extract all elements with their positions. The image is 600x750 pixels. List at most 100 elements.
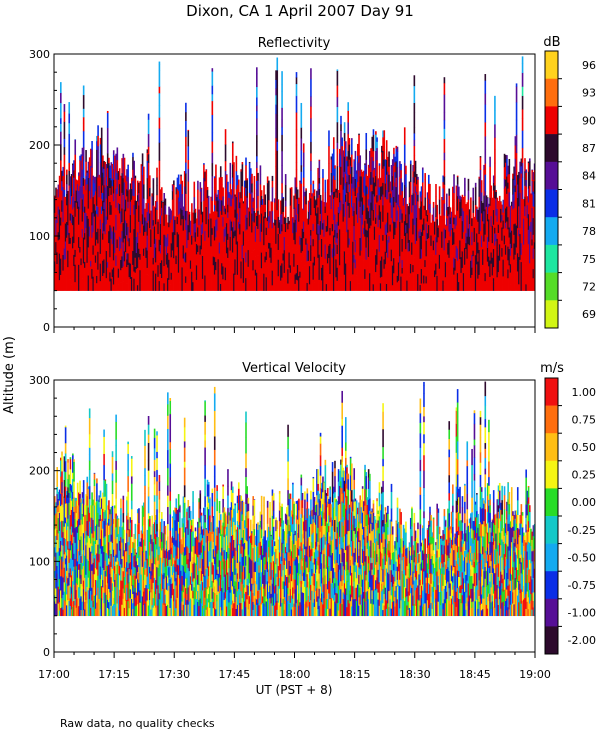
heatmap-cell: [135, 236, 138, 254]
heatmap-cell: [450, 229, 453, 245]
heatmap-cell: [157, 239, 160, 250]
heatmap-cell: [337, 245, 340, 260]
heatmap-cell: [460, 196, 463, 200]
heatmap-cell: [236, 201, 239, 214]
heatmap-cell: [269, 235, 271, 244]
heatmap-cell: [84, 267, 86, 275]
heatmap-cell: [415, 201, 418, 210]
heatmap-cell: [170, 226, 173, 244]
heatmap-cell: [288, 252, 291, 268]
heatmap-cell: [182, 258, 185, 265]
heatmap-cell: [461, 220, 464, 239]
heatmap-cell: [185, 173, 187, 181]
heatmap-cell: [361, 171, 364, 182]
heatmap-cell: [76, 520, 79, 527]
heatmap-cell: [421, 274, 424, 291]
heatmap-cell: [123, 196, 126, 210]
heatmap-cell: [179, 184, 181, 185]
heatmap-cell: [371, 172, 374, 185]
heatmap-cell: [106, 582, 109, 600]
heatmap-cell: [418, 283, 420, 291]
heatmap-cell: [100, 508, 103, 519]
heatmap-cell: [111, 221, 114, 232]
heatmap-cell: [247, 249, 250, 267]
heatmap-cell: [106, 192, 109, 211]
heatmap-cell: [57, 277, 60, 291]
heatmap-cell: [215, 200, 217, 208]
heatmap-cell: [294, 267, 297, 275]
heatmap-cell: [229, 250, 232, 262]
heatmap-cell: [228, 206, 230, 215]
heatmap-cell: [230, 221, 233, 231]
heatmap-cell: [492, 235, 495, 250]
heatmap-cell: [247, 266, 250, 275]
heatmap-cell: [187, 129, 190, 131]
heatmap-cell: [341, 247, 343, 257]
heatmap-cell: [197, 207, 199, 217]
heatmap-cell: [203, 164, 205, 179]
heatmap-cell: [58, 512, 61, 531]
heatmap-cell: [474, 230, 477, 244]
heatmap-cell: [372, 233, 375, 252]
heatmap-cell: [61, 229, 63, 236]
heatmap-cell: [169, 255, 172, 271]
heatmap-cell: [105, 552, 108, 566]
heatmap-cell: [345, 201, 347, 215]
heatmap-cell: [453, 199, 455, 218]
heatmap-cell: [508, 164, 511, 175]
heatmap-cell: [82, 130, 85, 148]
heatmap-cell: [441, 263, 443, 280]
heatmap-cell: [92, 276, 95, 291]
heatmap-cell: [62, 594, 65, 610]
heatmap-cell: [191, 276, 193, 291]
heatmap-cell: [478, 274, 481, 291]
heatmap-cell: [357, 210, 359, 223]
heatmap-cell: [97, 544, 99, 561]
heatmap-cell: [316, 277, 318, 291]
heatmap-cell: [449, 217, 452, 224]
heatmap-cell: [334, 179, 336, 192]
heatmap-cell: [179, 255, 181, 262]
heatmap-cell: [199, 262, 202, 276]
heatmap-cell: [413, 155, 416, 172]
heatmap-cell: [281, 252, 283, 264]
heatmap-cell: [532, 206, 535, 219]
heatmap-cell: [532, 258, 535, 270]
heatmap-cell: [227, 191, 229, 205]
heatmap-cell: [98, 598, 101, 617]
heatmap-cell: [366, 186, 369, 195]
heatmap-cell: [73, 273, 75, 284]
heatmap-cell: [130, 598, 133, 617]
heatmap-cell: [233, 221, 235, 232]
heatmap-cell: [330, 250, 333, 261]
heatmap-cell: [305, 255, 307, 264]
heatmap-cell: [420, 248, 423, 259]
heatmap-cell: [66, 281, 68, 291]
heatmap-cell: [224, 245, 227, 253]
heatmap-cell: [322, 229, 324, 240]
heatmap-cell: [402, 236, 405, 255]
heatmap-cell: [100, 229, 103, 242]
heatmap-cell: [268, 192, 270, 201]
heatmap-cell: [70, 284, 73, 291]
heatmap-cell: [82, 237, 85, 253]
heatmap-cell: [69, 258, 72, 267]
heatmap-cell: [69, 176, 72, 180]
heatmap-cell: [180, 237, 182, 251]
heatmap-cell: [211, 114, 214, 134]
heatmap-cell: [341, 181, 343, 200]
heatmap-cell: [115, 527, 117, 539]
heatmap-cell: [216, 230, 218, 249]
heatmap-cell: [224, 213, 227, 227]
heatmap-cell: [415, 191, 418, 202]
heatmap-cell: [102, 579, 104, 588]
heatmap-cell: [442, 175, 445, 183]
heatmap-cell: [132, 195, 134, 211]
heatmap-cell: [165, 274, 168, 291]
heatmap-cell: [476, 208, 478, 220]
heatmap-cell: [55, 260, 57, 269]
heatmap-cell: [381, 210, 383, 220]
heatmap-cell: [69, 577, 72, 587]
heatmap-cell: [197, 180, 199, 190]
heatmap-cell: [96, 173, 98, 183]
